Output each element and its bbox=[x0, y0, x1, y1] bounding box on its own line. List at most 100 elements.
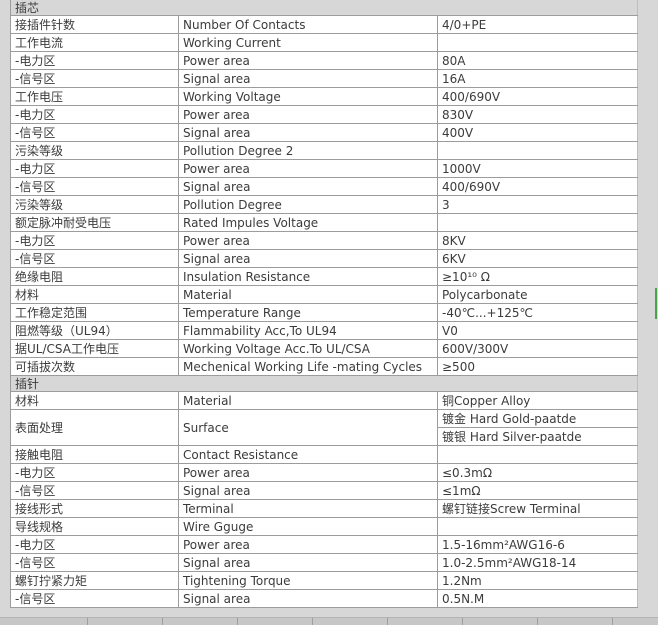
spec-cell-en: Power area bbox=[178, 463, 438, 482]
spec-cell-cn: -信号区 bbox=[10, 69, 179, 88]
spec-cell-en: Power area bbox=[178, 231, 438, 250]
spec-cell-en: Pollution Degree bbox=[178, 195, 438, 214]
spec-cell-en: Contact Resistance bbox=[178, 445, 438, 464]
spec-row: -信号区 Signal area 400/690V bbox=[10, 177, 639, 196]
spec-cell-cn: -电力区 bbox=[10, 463, 179, 482]
spec-cell-value: 1.5-16mm²AWG16-6 bbox=[436, 535, 639, 554]
spec-row: 表面处理 Surface 镀金 Hard Gold-paatde bbox=[10, 409, 639, 446]
spec-cell-cn: 材料 bbox=[10, 391, 179, 410]
spec-row: 材料 Material 铜Copper Alloy bbox=[10, 391, 639, 410]
spec-cell-cn: 螺钉拧紧力矩 bbox=[10, 571, 179, 590]
spec-row: 据UL/CSA工作电压 Working Voltage Acc.To UL/CSA… bbox=[10, 339, 639, 358]
spec-cell-cn: -电力区 bbox=[10, 105, 179, 124]
spec-cell-en: Working Current bbox=[178, 33, 438, 52]
spec-cell-value bbox=[436, 33, 639, 52]
spec-row: -信号区 Signal area 16A bbox=[10, 69, 639, 88]
spec-cell-cn: 污染等级 bbox=[10, 195, 179, 214]
spec-cell-en: Signal area bbox=[178, 123, 438, 142]
spec-cell-en: Temperature Range bbox=[178, 303, 438, 322]
bottom-strip-separator bbox=[462, 618, 463, 625]
spec-cell-en: Power area bbox=[178, 51, 438, 70]
spec-row: -电力区 Power area 1000V bbox=[10, 159, 639, 178]
spec-cell-cn: -电力区 bbox=[10, 51, 179, 70]
spec-cell-value: 1000V bbox=[436, 159, 639, 178]
bottom-strip bbox=[0, 617, 658, 625]
spec-cell-cn: 绝缘电阻 bbox=[10, 267, 179, 286]
spec-cell-cn: 污染等级 bbox=[10, 141, 179, 160]
bottom-strip-separator bbox=[537, 618, 538, 625]
spec-cell-en: Number Of Contacts bbox=[178, 15, 438, 34]
spec-row: -信号区 Signal area 400V bbox=[10, 123, 639, 142]
spec-cell-value: 螺钉链接Screw Terminal bbox=[436, 499, 639, 518]
spec-table-body: 插芯 接插件针数 Number Of Contacts 4/0+PE 工作电流 Worki… bbox=[9, 0, 639, 608]
spec-cell-value: 400/690V bbox=[436, 177, 639, 196]
spec-cell-cn: 接触电阻 bbox=[10, 445, 179, 464]
spec-cell-en: Pollution Degree 2 bbox=[178, 141, 438, 160]
spec-row: 工作稳定范围 Temperature Range -40℃...+125℃ bbox=[10, 303, 639, 322]
spec-table: 插芯 接插件针数 Number Of Contacts 4/0+PE 工作电流 Worki… bbox=[9, 0, 639, 608]
spec-cell-value: V0 bbox=[436, 321, 639, 340]
spec-cell-cn: -信号区 bbox=[10, 553, 179, 572]
spec-cell-cn: 接线形式 bbox=[10, 499, 179, 518]
spec-cell-cn: 表面处理 bbox=[10, 409, 179, 446]
spec-row: 污染等级 Pollution Degree 3 bbox=[10, 195, 639, 214]
spec-row: -电力区 Power area 80A bbox=[10, 51, 639, 70]
spec-row: 螺钉拧紧力矩 Tightening Torque 1.2Nm bbox=[10, 571, 639, 590]
spec-cell-cn: 材料 bbox=[10, 285, 179, 304]
spec-cell-cn: -电力区 bbox=[10, 159, 179, 178]
bottom-strip-separator bbox=[387, 618, 388, 625]
spec-row: 材料 Material Polycarbonate bbox=[10, 285, 639, 304]
spec-cell-en: Wire Gguge bbox=[178, 517, 438, 536]
spec-cell-value: 4/0+PE bbox=[436, 15, 639, 34]
spec-row: -信号区 Signal area 1.0-2.5mm²AWG18-14 bbox=[10, 553, 639, 572]
spec-cell-cn: 据UL/CSA工作电压 bbox=[10, 339, 179, 358]
spec-row: 接线形式 Terminal 螺钉链接Screw Terminal bbox=[10, 499, 639, 518]
spec-row: -电力区 Power area ≤0.3mΩ bbox=[10, 463, 639, 482]
spec-cell-en: Signal area bbox=[178, 553, 438, 572]
spec-cell-cn: 接插件针数 bbox=[10, 15, 179, 34]
spec-cell-value bbox=[436, 141, 639, 160]
spec-cell-en: Rated Impules Voltage bbox=[178, 213, 438, 232]
spec-cell-cn: -信号区 bbox=[10, 177, 179, 196]
spec-cell-value: 6KV bbox=[436, 249, 639, 268]
spec-cell-en: Power area bbox=[178, 159, 438, 178]
spec-cell-cn: 工作电压 bbox=[10, 87, 179, 106]
spec-cell-en: Power area bbox=[178, 535, 438, 554]
spec-cell-value: 3 bbox=[436, 195, 639, 214]
spec-cell-value: ≥500 bbox=[436, 357, 639, 376]
spec-row: 工作电压 Working Voltage 400/690V bbox=[10, 87, 639, 106]
spec-cell-value: ≤1mΩ bbox=[436, 481, 639, 500]
spec-cell-cn: -信号区 bbox=[10, 123, 179, 142]
section-header-row: 插针 bbox=[9, 375, 639, 392]
section-header-label: 插芯 bbox=[9, 0, 639, 16]
green-indicator bbox=[655, 288, 657, 319]
spec-cell-en: Signal area bbox=[178, 177, 438, 196]
spec-cell-value bbox=[436, 445, 639, 464]
spec-cell-en: Signal area bbox=[178, 249, 438, 268]
spec-cell-en: Flammability Acc,To UL94 bbox=[178, 321, 438, 340]
spec-row: -信号区 Signal area 0.5N.M bbox=[10, 589, 639, 608]
spec-cell-value: 600V/300V bbox=[436, 339, 639, 358]
spec-cell-cn: 工作稳定范围 bbox=[10, 303, 179, 322]
spec-cell-value: 830V bbox=[436, 105, 639, 124]
bottom-strip-separator bbox=[612, 618, 613, 625]
spec-row: 接插件针数 Number Of Contacts 4/0+PE bbox=[10, 15, 639, 34]
spec-cell-cn: 额定脉冲耐受电压 bbox=[10, 213, 179, 232]
spec-cell-value: Polycarbonate bbox=[436, 285, 639, 304]
spec-row: 阻燃等级（UL94） Flammability Acc,To UL94 V0 bbox=[10, 321, 639, 340]
spec-cell-cn: 导线规格 bbox=[10, 517, 179, 536]
spec-cell-value: 80A bbox=[436, 51, 639, 70]
spec-cell-en: Mechenical Working Life -mating Cycles bbox=[178, 357, 438, 376]
spec-row: 导线规格 Wire Gguge bbox=[10, 517, 639, 536]
spec-cell-en: Signal area bbox=[178, 589, 438, 608]
spec-cell-en: Terminal bbox=[178, 499, 438, 518]
spec-cell-value: -40℃...+125℃ bbox=[436, 303, 639, 322]
bottom-strip-separator bbox=[87, 618, 88, 625]
bottom-strip-separator bbox=[162, 618, 163, 625]
section-header-row: 插芯 bbox=[9, 0, 639, 16]
spec-cell-value: 1.2Nm bbox=[436, 571, 639, 590]
bottom-strip-separator bbox=[237, 618, 238, 625]
spec-cell-value: 8KV bbox=[436, 231, 639, 250]
spec-cell-value: 400V bbox=[436, 123, 639, 142]
